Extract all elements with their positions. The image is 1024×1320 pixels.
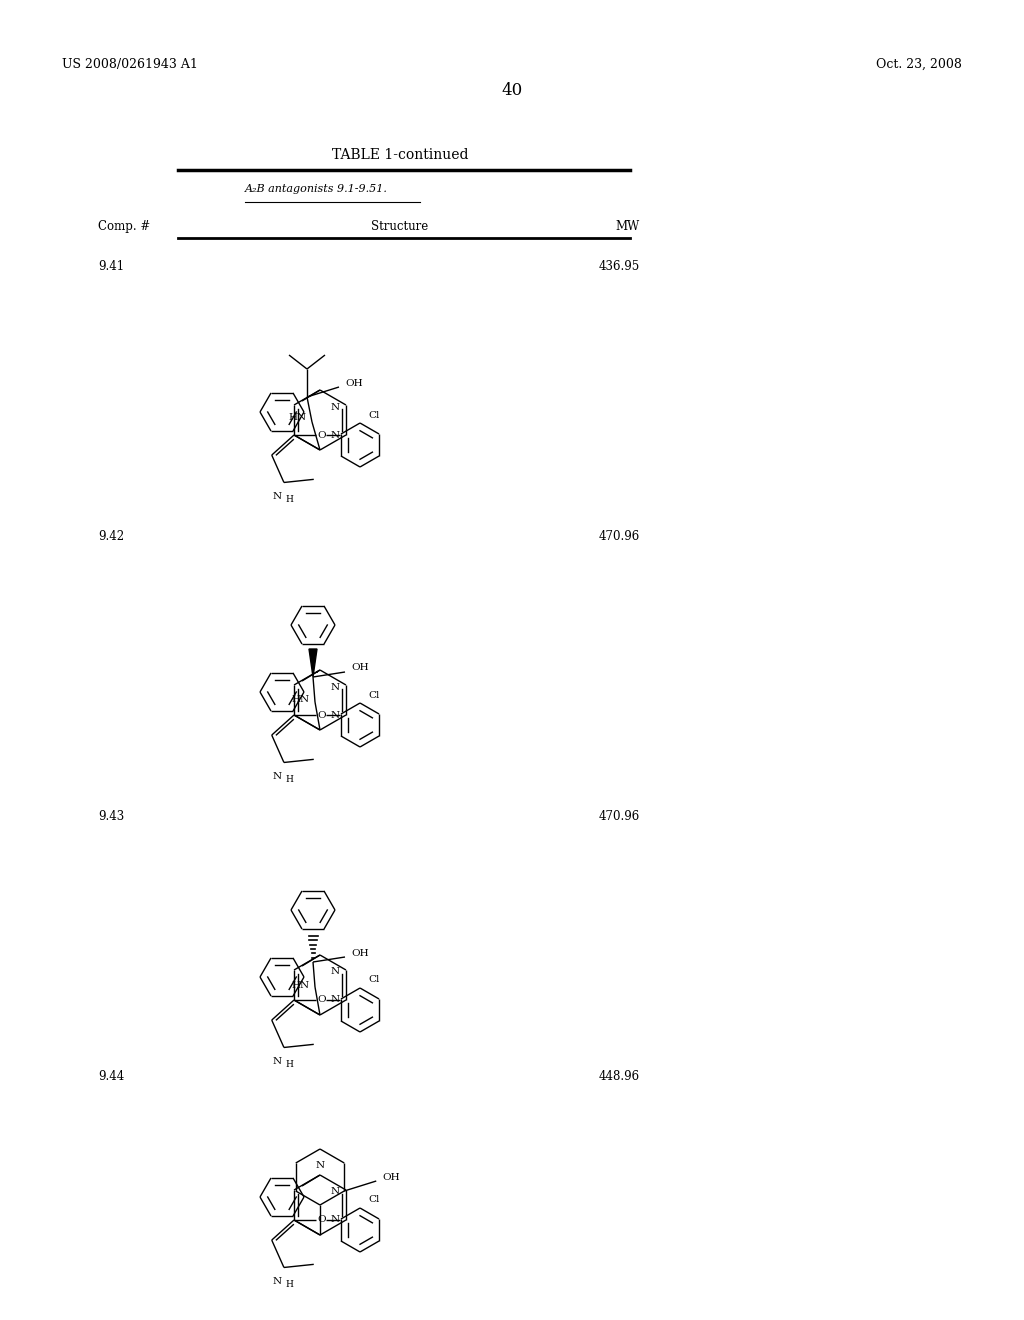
Text: Cl: Cl bbox=[368, 690, 380, 700]
Text: 9.43: 9.43 bbox=[98, 810, 124, 822]
Text: H: H bbox=[286, 1280, 294, 1290]
Text: 470.96: 470.96 bbox=[599, 531, 640, 543]
Text: 40: 40 bbox=[502, 82, 522, 99]
Text: 448.96: 448.96 bbox=[599, 1071, 640, 1082]
Text: N: N bbox=[331, 682, 340, 692]
Text: A₂B antagonists 9.1-9.51.: A₂B antagonists 9.1-9.51. bbox=[245, 183, 388, 194]
Text: OH: OH bbox=[345, 379, 362, 388]
Text: O: O bbox=[317, 995, 327, 1005]
Text: MW: MW bbox=[615, 220, 640, 234]
Text: HN: HN bbox=[289, 413, 307, 422]
Text: TABLE 1-continued: TABLE 1-continued bbox=[332, 148, 468, 162]
Text: N: N bbox=[272, 772, 282, 781]
Text: OH: OH bbox=[351, 664, 369, 672]
Text: 9.44: 9.44 bbox=[98, 1071, 124, 1082]
Text: O: O bbox=[317, 710, 327, 719]
Text: OH: OH bbox=[382, 1172, 400, 1181]
Text: US 2008/0261943 A1: US 2008/0261943 A1 bbox=[62, 58, 198, 71]
Polygon shape bbox=[309, 649, 317, 677]
Text: HN: HN bbox=[292, 981, 310, 990]
Text: Cl: Cl bbox=[368, 411, 380, 420]
Text: N: N bbox=[272, 1057, 282, 1067]
Text: N: N bbox=[331, 403, 340, 412]
Text: N: N bbox=[272, 492, 282, 502]
Text: N: N bbox=[331, 995, 340, 1005]
Text: N: N bbox=[331, 430, 340, 440]
Text: Oct. 23, 2008: Oct. 23, 2008 bbox=[877, 58, 962, 71]
Text: N: N bbox=[272, 1278, 282, 1287]
Text: Cl: Cl bbox=[368, 975, 380, 985]
Text: 9.41: 9.41 bbox=[98, 260, 124, 273]
Text: N: N bbox=[331, 968, 340, 977]
Text: Comp. #: Comp. # bbox=[98, 220, 151, 234]
Text: HN: HN bbox=[292, 696, 310, 705]
Text: Structure: Structure bbox=[372, 220, 429, 234]
Text: OH: OH bbox=[351, 949, 369, 957]
Text: O: O bbox=[317, 430, 327, 440]
Text: N: N bbox=[331, 1188, 340, 1196]
Text: N: N bbox=[331, 1216, 340, 1225]
Text: Cl: Cl bbox=[368, 1196, 380, 1204]
Text: 436.95: 436.95 bbox=[599, 260, 640, 273]
Text: N: N bbox=[315, 1162, 325, 1170]
Text: H: H bbox=[286, 775, 294, 784]
Text: 470.96: 470.96 bbox=[599, 810, 640, 822]
Text: 9.42: 9.42 bbox=[98, 531, 124, 543]
Text: H: H bbox=[286, 1060, 294, 1069]
Text: •: • bbox=[315, 671, 319, 676]
Text: N: N bbox=[331, 710, 340, 719]
Text: H: H bbox=[286, 495, 294, 504]
Text: O: O bbox=[317, 1216, 327, 1225]
